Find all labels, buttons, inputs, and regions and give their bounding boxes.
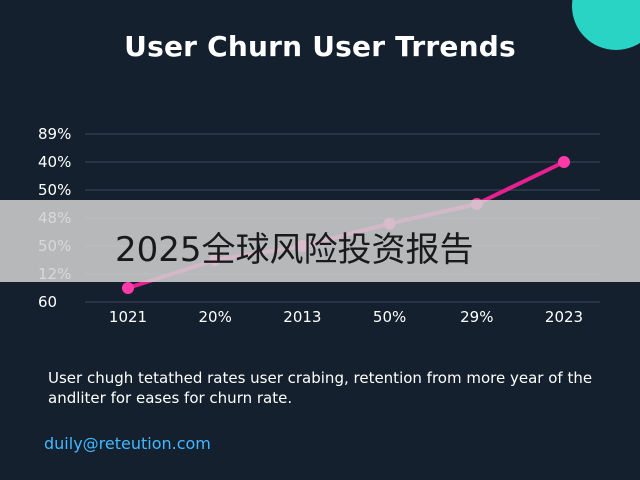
x-tick-label: 29% [460, 308, 493, 326]
x-tick-label: 1021 [109, 308, 147, 326]
chart-title: User Churn User Trrends [124, 30, 516, 63]
x-tick-label: 50% [373, 308, 406, 326]
x-tick-label: 2023 [545, 308, 583, 326]
x-tick-label: 2013 [283, 308, 321, 326]
chart-description: User chugh tetathed rates user crabing, … [48, 369, 593, 407]
y-tick-label: 89% [38, 125, 71, 143]
y-tick-label: 50% [38, 181, 71, 199]
data-point [122, 282, 134, 294]
data-point [558, 156, 570, 168]
x-tick-label: 20% [199, 308, 232, 326]
overlay-text: 2025全球风险投资报告 [115, 230, 474, 270]
overlay-banner [0, 200, 640, 282]
contact-email-link[interactable]: duily@reteution.com [44, 434, 211, 453]
y-tick-label: 40% [38, 153, 71, 171]
y-tick-label: 60 [38, 293, 57, 311]
